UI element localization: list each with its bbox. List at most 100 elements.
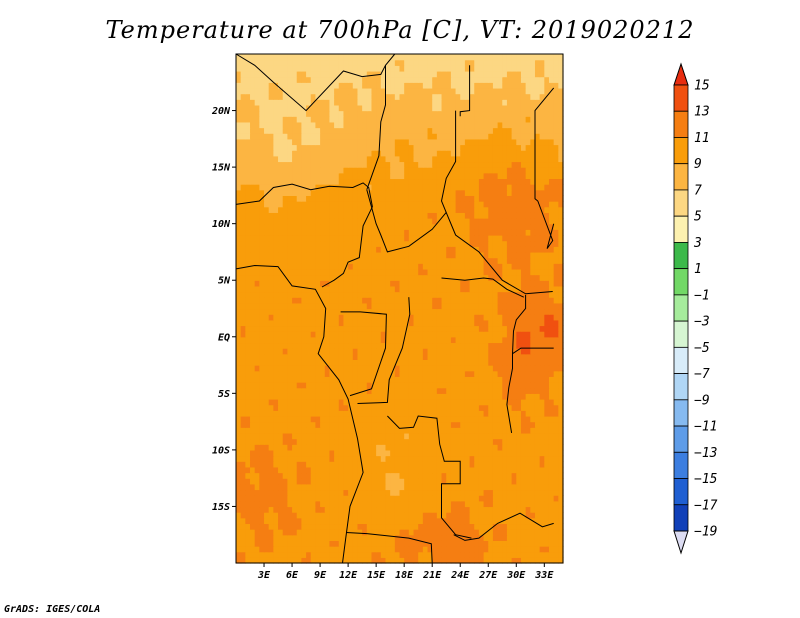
field-cell [287,376,293,383]
field-cell [371,415,377,423]
field-cell [534,376,541,383]
field-cell [366,280,373,287]
field-cell [553,331,559,338]
field-cell [502,234,508,242]
field-cell [240,195,246,202]
field-cell [380,308,387,315]
field-cell [399,251,405,259]
field-cell [427,229,433,236]
field-cell [376,370,382,377]
field-cell [348,223,354,230]
field-cell [516,449,522,457]
field-cell [488,427,494,434]
field-cell [329,483,335,491]
field-cell [250,444,256,451]
field-cell [385,212,391,219]
field-cell [553,529,559,536]
field-cell [520,449,527,457]
field-cell [488,161,494,168]
field-cell [516,398,522,406]
field-cell [376,280,382,287]
field-cell [282,184,288,191]
field-cell [371,223,377,230]
field-cell [254,274,260,281]
field-cell [474,365,480,372]
field-cell [385,319,391,327]
field-cell [390,291,396,298]
field-cell [315,172,321,180]
field-cell [301,218,307,225]
field-cell [366,466,373,474]
field-cell [334,512,340,519]
field-cell [525,342,531,349]
field-cell [474,478,480,485]
field-cell [254,268,260,276]
field-cell [436,319,443,327]
field-cell [511,297,517,304]
field-cell [310,302,317,310]
field-cell [324,189,331,196]
field-cell [553,432,559,440]
field-cell [310,201,317,208]
field-cell [329,500,335,508]
field-cell [488,506,494,513]
field-cell [338,297,345,304]
field-cell [264,483,270,491]
field-cell [464,483,471,491]
field-cell [273,319,279,327]
field-cell [254,291,260,298]
field-cell [334,172,340,180]
field-cell [502,410,508,417]
field-cell [292,517,298,525]
field-cell [250,155,256,163]
field-cell [348,376,354,383]
field-cell [441,500,447,508]
field-cell [492,410,499,417]
field-cell [334,246,340,253]
field-cell [506,263,513,270]
field-cell [278,274,284,281]
field-cell [292,410,298,417]
field-cell [544,274,550,281]
field-cell [469,167,475,174]
field-cell [301,382,307,389]
field-cell [502,466,508,474]
field-cell [516,246,522,253]
field-cell [240,415,246,423]
field-cell [357,342,363,349]
field-cell [259,529,265,536]
field-cell [268,348,274,355]
field-cell [548,353,555,360]
field-cell [292,376,298,383]
field-cell [394,455,401,462]
field-cell [399,348,405,355]
field-cell [553,212,559,219]
field-cell [436,297,443,304]
field-cell [511,529,517,536]
field-cell [320,534,326,541]
field-cell [418,551,424,558]
field-cell [301,353,307,360]
field-cell [399,280,405,287]
field-cell [450,404,457,411]
field-cell [408,291,415,298]
field-cell [469,229,475,236]
field-cell [516,206,522,213]
field-cell [539,331,545,338]
field-cell [520,410,527,417]
field-cell [539,540,545,547]
field-cell [310,195,317,202]
field-cell [352,229,359,236]
field-cell [413,206,419,213]
field-cell [427,478,433,485]
field-cell [520,365,527,372]
field-cell [236,546,242,553]
field-cell [525,229,531,236]
field-cell [488,370,494,377]
field-cell [268,483,274,491]
field-cell [469,206,475,213]
field-cell [422,268,429,276]
field-cell [474,534,480,541]
field-cell [530,285,536,293]
field-cell [525,331,531,338]
